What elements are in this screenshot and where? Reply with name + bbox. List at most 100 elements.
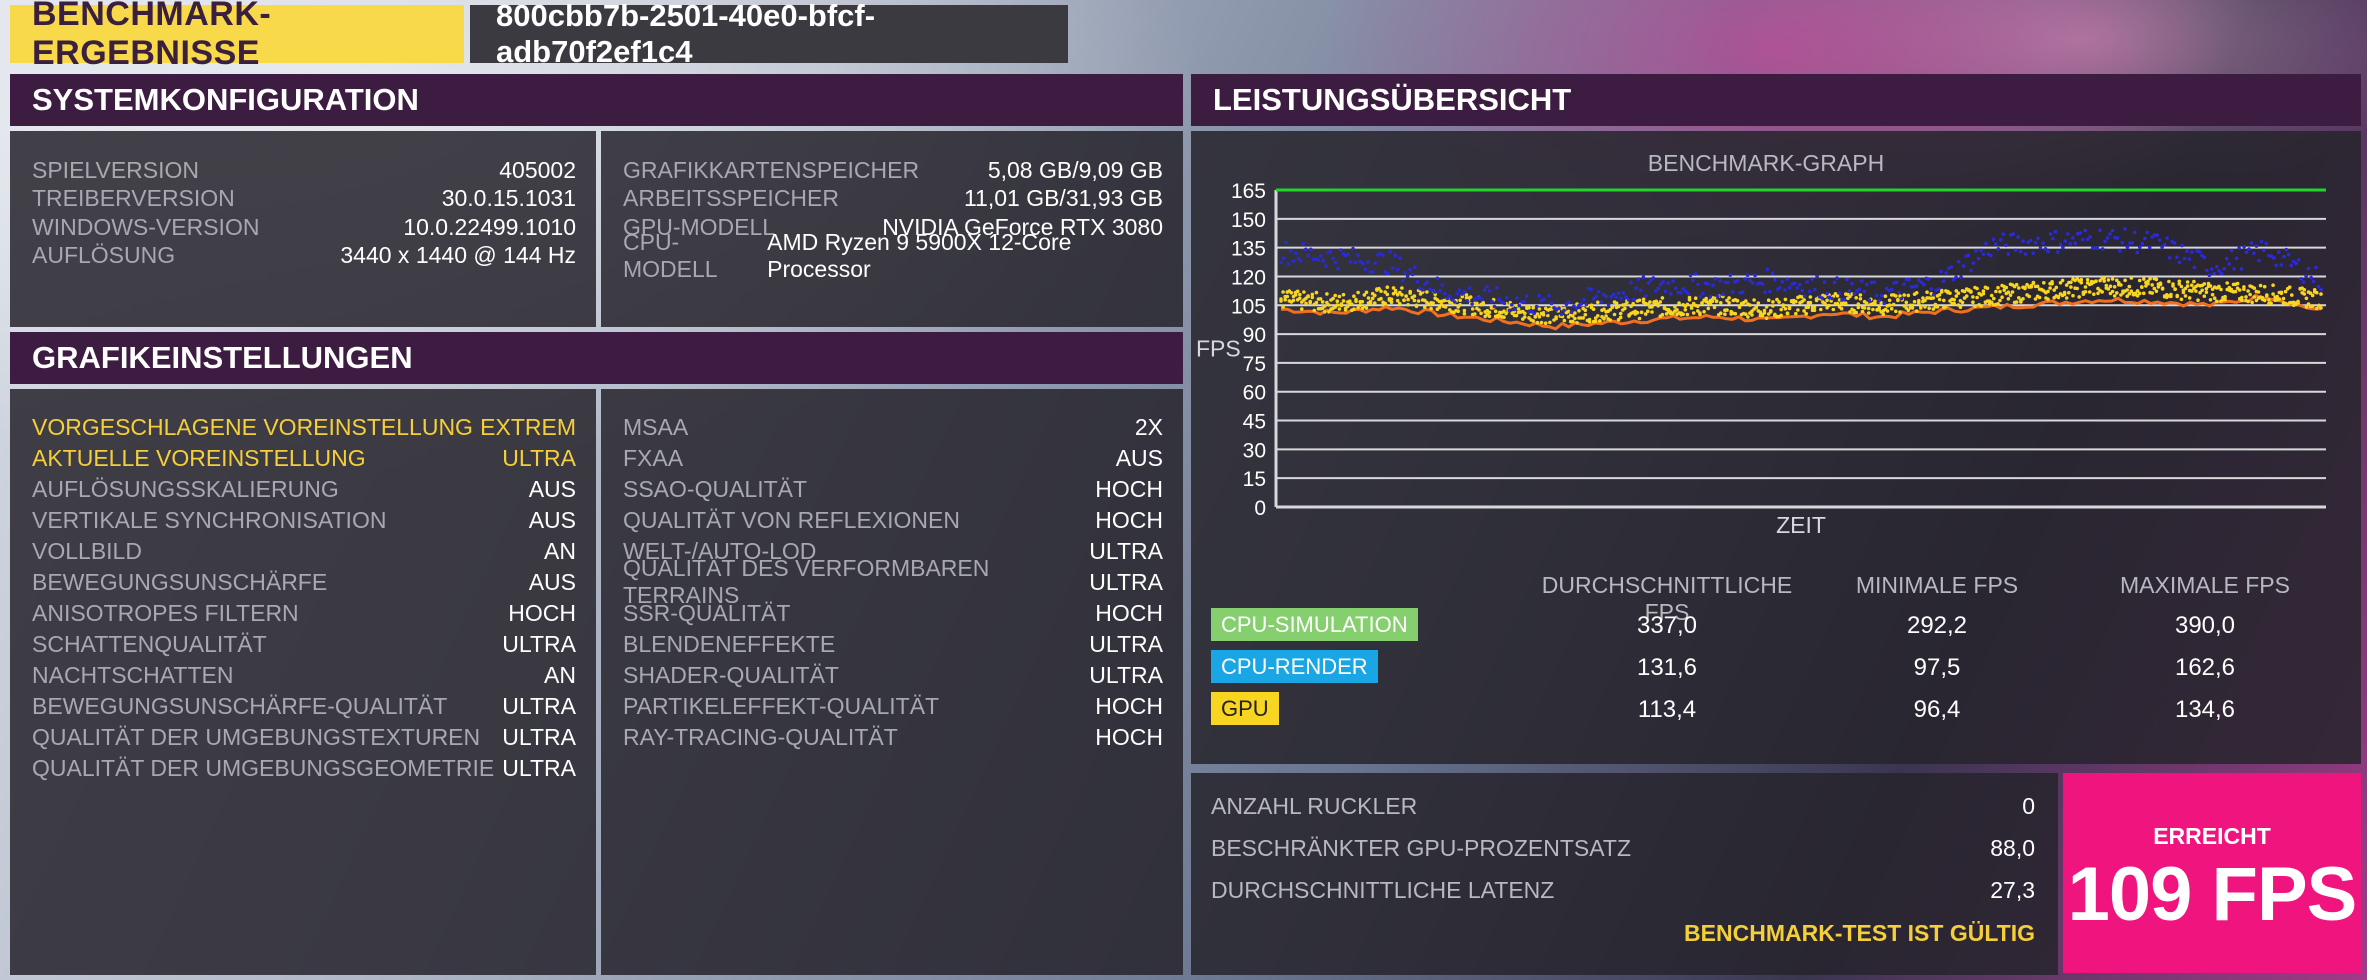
data-point-gpu xyxy=(1939,290,1944,294)
data-point-cpu-render xyxy=(1415,279,1420,284)
data-point-gpu xyxy=(1577,309,1581,313)
data-point-gpu xyxy=(1712,305,1717,310)
data-point-gpu xyxy=(1973,304,1977,308)
data-point-gpu xyxy=(1352,307,1356,311)
data-point-gpu xyxy=(1379,296,1383,301)
data-point-gpu xyxy=(1879,301,1883,305)
data-point-cpu-render xyxy=(1711,283,1715,288)
data-point-cpu-render xyxy=(2244,250,2249,254)
setting-value: HOCH xyxy=(1095,506,1163,533)
data-point-gpu xyxy=(1660,312,1665,317)
data-point-gpu xyxy=(2060,278,2065,283)
data-point-cpu-render xyxy=(1971,261,1976,265)
data-point-gpu xyxy=(1775,297,1779,302)
data-point-cpu-render xyxy=(2232,267,2236,271)
y-tick-label: 105 xyxy=(1231,295,1266,318)
data-point-gpu xyxy=(1712,296,1717,300)
data-point-gpu xyxy=(1596,314,1600,318)
data-point-gpu xyxy=(2140,285,2144,289)
data-point-cpu-render xyxy=(1941,279,1946,283)
data-point-cpu-render xyxy=(2269,254,2274,258)
data-point-gpu xyxy=(1356,290,1360,295)
data-point-cpu-render xyxy=(2118,249,2122,253)
data-point-gpu xyxy=(1762,311,1767,315)
data-point-gpu xyxy=(1487,310,1492,315)
data-point-gpu xyxy=(1596,300,1600,305)
data-point-cpu-render xyxy=(2160,245,2164,249)
data-point-gpu xyxy=(1719,301,1723,305)
data-point-gpu xyxy=(1896,298,1900,303)
data-point-gpu xyxy=(1752,298,1756,302)
data-point-cpu-render xyxy=(2145,230,2150,235)
data-point-gpu xyxy=(1333,293,1337,298)
data-point-cpu-render xyxy=(1770,271,1775,276)
data-point-gpu xyxy=(1308,300,1312,305)
data-point-cpu-render xyxy=(1639,288,1643,292)
data-point-gpu xyxy=(1771,304,1775,308)
result-label: ANZAHL RUCKLER xyxy=(1211,792,1418,819)
data-point-cpu-render xyxy=(2254,244,2259,248)
data-point-gpu xyxy=(2142,291,2146,296)
data-point-cpu-render xyxy=(1547,293,1551,298)
data-point-cpu-render xyxy=(2165,236,2169,240)
data-point-gpu xyxy=(1637,298,1642,303)
data-point-gpu xyxy=(1927,306,1931,311)
data-point-gpu xyxy=(1856,302,1861,306)
data-point-cpu-render xyxy=(1867,298,1872,302)
y-tick-label: 165 xyxy=(1231,180,1266,203)
y-tick-label: 120 xyxy=(1231,266,1266,289)
data-point-gpu xyxy=(1864,302,1869,307)
system-config-left-panel: SPIELVERSION 405002 TREIBERVERSION 30.0.15.… xyxy=(10,131,596,327)
data-point-gpu xyxy=(2087,290,2092,294)
data-point-gpu xyxy=(1650,305,1654,309)
data-point-gpu xyxy=(2102,279,2106,283)
data-point-cpu-render xyxy=(1584,302,1589,307)
data-point-gpu xyxy=(1320,300,1325,304)
data-point-gpu xyxy=(2019,300,2023,304)
data-point-gpu xyxy=(1693,296,1698,300)
data-point-cpu-render xyxy=(1979,248,1983,252)
data-point-cpu-render xyxy=(2041,241,2045,245)
data-point-gpu xyxy=(1894,309,1898,314)
data-point-gpu xyxy=(2123,278,2127,283)
data-point-gpu xyxy=(2223,297,2227,302)
setting-label: ANISOTROPES FILTERN xyxy=(32,599,299,626)
data-point-gpu xyxy=(1327,303,1331,307)
chart-title: BENCHMARK-GRAPH xyxy=(1647,150,1885,176)
data-point-gpu xyxy=(2069,285,2073,289)
data-point-cpu-render xyxy=(2023,252,2028,256)
data-point-cpu-render xyxy=(1440,283,1445,287)
data-point-cpu-render xyxy=(1425,280,1430,284)
data-point-gpu xyxy=(1910,303,1915,308)
data-point-gpu xyxy=(1996,302,2000,306)
data-point-cpu-render xyxy=(1448,294,1452,299)
data-point-cpu-render xyxy=(2272,256,2276,260)
data-point-gpu xyxy=(1641,297,1646,302)
data-point-gpu xyxy=(1373,301,1377,305)
setting-row: PARTIKELEFFEKT-QUALITÄT HOCH xyxy=(623,686,1163,726)
data-point-cpu-render xyxy=(2150,235,2154,239)
data-point-cpu-render xyxy=(1609,294,1613,299)
performance-panel xyxy=(1191,131,2361,764)
data-point-gpu xyxy=(1806,305,1811,310)
data-point-cpu-render xyxy=(1666,281,1670,285)
data-point-gpu xyxy=(1341,292,1346,297)
data-point-gpu xyxy=(2137,291,2142,296)
data-point-cpu-render xyxy=(1708,294,1713,299)
data-point-gpu xyxy=(1887,298,1892,303)
data-point-gpu xyxy=(2106,287,2111,291)
data-point-gpu xyxy=(2252,295,2257,299)
cpu-render-max: 162,6 xyxy=(2174,654,2236,681)
setting-row: SSR-QUALITÄT HOCH xyxy=(623,593,1163,633)
data-point-gpu xyxy=(2135,294,2140,298)
data-point-gpu xyxy=(1423,305,1427,309)
setting-label: SSAO-QUALITÄT xyxy=(623,475,808,502)
data-point-cpu-render xyxy=(1659,282,1663,286)
data-point-gpu xyxy=(1289,291,1294,295)
data-point-gpu xyxy=(2267,298,2271,302)
data-point-gpu xyxy=(1429,306,1433,311)
data-point-cpu-render xyxy=(1301,242,1306,246)
data-point-cpu-render xyxy=(2314,265,2318,270)
data-point-gpu xyxy=(2029,285,2034,289)
data-point-gpu xyxy=(2037,295,2042,300)
